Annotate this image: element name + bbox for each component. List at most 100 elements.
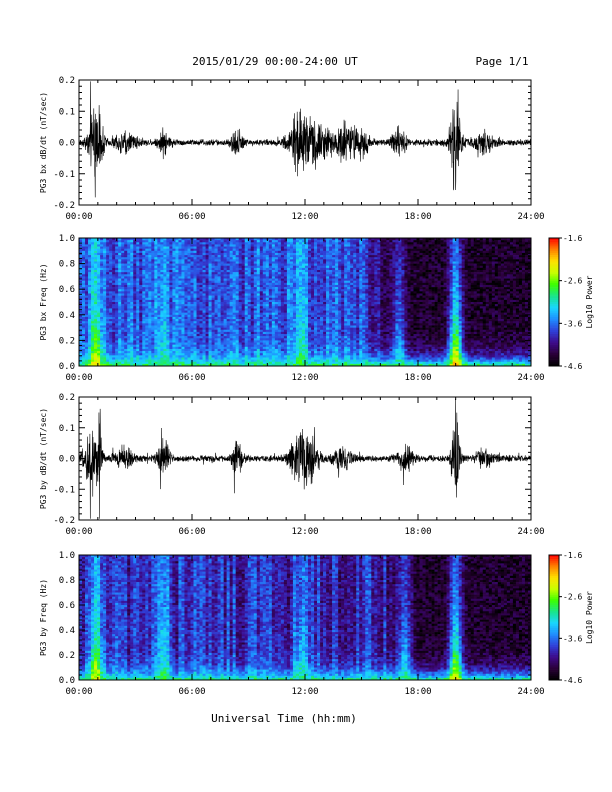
spectrogram-cell xyxy=(136,247,139,249)
spectrogram-cell xyxy=(97,328,100,330)
spectrogram-cell xyxy=(91,244,94,246)
spectrogram-cell xyxy=(109,251,112,253)
spectrogram-cell xyxy=(106,315,109,317)
spectrogram-cell xyxy=(157,353,160,355)
spectrogram-cell xyxy=(121,328,124,330)
spectrogram-cell xyxy=(88,345,91,347)
spectrogram-cell xyxy=(169,323,172,325)
spectrogram-cell xyxy=(154,264,157,266)
spectrogram-cell xyxy=(94,247,97,249)
spectrogram-cell xyxy=(130,349,133,351)
spectrogram-cell xyxy=(145,300,148,302)
spectrogram-cell xyxy=(151,340,154,342)
spectrogram-cell xyxy=(166,274,169,276)
spectrogram-cell xyxy=(115,323,118,325)
spectrogram-cell xyxy=(91,240,94,242)
spectrogram-cell xyxy=(115,343,118,345)
spectrogram-cell xyxy=(187,255,190,257)
spectrogram-cell xyxy=(157,261,160,263)
spectrogram-cell xyxy=(169,360,172,362)
spectrogram-cell xyxy=(100,302,103,304)
spectrogram-cell xyxy=(154,270,157,272)
spectrogram-cell xyxy=(178,293,181,295)
spectrogram-cell xyxy=(115,291,118,293)
spectrogram-cell xyxy=(133,274,136,276)
spectrogram-cell xyxy=(175,306,178,308)
spectrogram-cell xyxy=(124,343,127,345)
spectrogram-cell xyxy=(136,340,139,342)
spectrogram-cell xyxy=(100,274,103,276)
spectrogram-cell xyxy=(127,306,130,308)
spectrogram-cell xyxy=(85,257,88,259)
spectrogram-cell xyxy=(118,328,121,330)
spectrogram-cell xyxy=(133,328,136,330)
spectrogram-cell xyxy=(184,338,187,340)
spectrogram-cell xyxy=(130,338,133,340)
spectrogram-cell xyxy=(169,298,172,300)
spectrogram-cell xyxy=(175,244,178,246)
spectrogram-cell xyxy=(163,308,166,310)
spectrogram-cell xyxy=(142,291,145,293)
spectrogram-cell xyxy=(112,261,115,263)
spectrogram-cell xyxy=(94,244,97,246)
spectrogram-cell xyxy=(184,306,187,308)
spectrogram-cell xyxy=(94,360,97,362)
spectrogram-cell xyxy=(121,247,124,249)
spectrogram-cell xyxy=(160,255,163,257)
spectrogram-cell xyxy=(136,351,139,353)
spectrogram-cell xyxy=(157,323,160,325)
spectrogram-cell xyxy=(139,362,142,364)
spectrogram-cell xyxy=(97,332,100,334)
spectrogram-cell xyxy=(157,338,160,340)
spectrogram-cell xyxy=(121,283,124,285)
spectrogram-cell xyxy=(133,317,136,319)
spectrogram-cell xyxy=(184,317,187,319)
spectrogram-cell xyxy=(163,362,166,364)
spectrogram-cell xyxy=(82,293,85,295)
spectrogram-cell xyxy=(106,285,109,287)
spectrogram-cell xyxy=(91,247,94,249)
spectrogram-cell xyxy=(148,287,151,289)
spectrogram-cell xyxy=(121,257,124,259)
spectrogram-cell xyxy=(142,240,145,242)
spectrogram-cell xyxy=(154,261,157,263)
spectrogram-cell xyxy=(175,343,178,345)
spectrogram-cell xyxy=(133,285,136,287)
spectrogram-cell xyxy=(121,244,124,246)
spectrogram-cell xyxy=(133,332,136,334)
spectrogram-cell xyxy=(85,279,88,281)
spectrogram-cell xyxy=(106,353,109,355)
spectrogram-cell xyxy=(163,357,166,359)
spectrogram-cell xyxy=(166,293,169,295)
spectrogram-cell xyxy=(88,308,91,310)
spectrogram-cell xyxy=(151,351,154,353)
spectrogram-cell xyxy=(118,291,121,293)
spectrogram-cell xyxy=(145,308,148,310)
spectrogram-cell xyxy=(82,283,85,285)
spectrogram-cell xyxy=(100,315,103,317)
spectrogram-cell xyxy=(166,306,169,308)
spectrogram-cell xyxy=(151,279,154,281)
spectrogram-cell xyxy=(115,349,118,351)
spectrogram-cell xyxy=(94,349,97,351)
spectrogram-cell xyxy=(133,351,136,353)
spectrogram-cell xyxy=(124,362,127,364)
spectrogram-cell xyxy=(97,330,100,332)
spectrogram-cell xyxy=(100,289,103,291)
spectrogram-cell xyxy=(94,272,97,274)
spectrogram-cell xyxy=(163,349,166,351)
spectrogram-cell xyxy=(94,317,97,319)
spectrogram-cell xyxy=(100,300,103,302)
spectrogram-cell xyxy=(115,355,118,357)
spectrogram-cell xyxy=(139,315,142,317)
spectrogram-cell xyxy=(151,253,154,255)
spectrogram-cell xyxy=(118,325,121,327)
spectrogram-cell xyxy=(91,334,94,336)
spectrogram-cell xyxy=(160,311,163,313)
spectrogram-cell xyxy=(130,268,133,270)
spectrogram-cell xyxy=(124,332,127,334)
spectrogram-cell xyxy=(106,336,109,338)
spectrogram-cell xyxy=(91,261,94,263)
figure-title: 2015/01/29 00:00-24:00 UT xyxy=(192,55,358,68)
spectrogram-cell xyxy=(112,321,115,323)
